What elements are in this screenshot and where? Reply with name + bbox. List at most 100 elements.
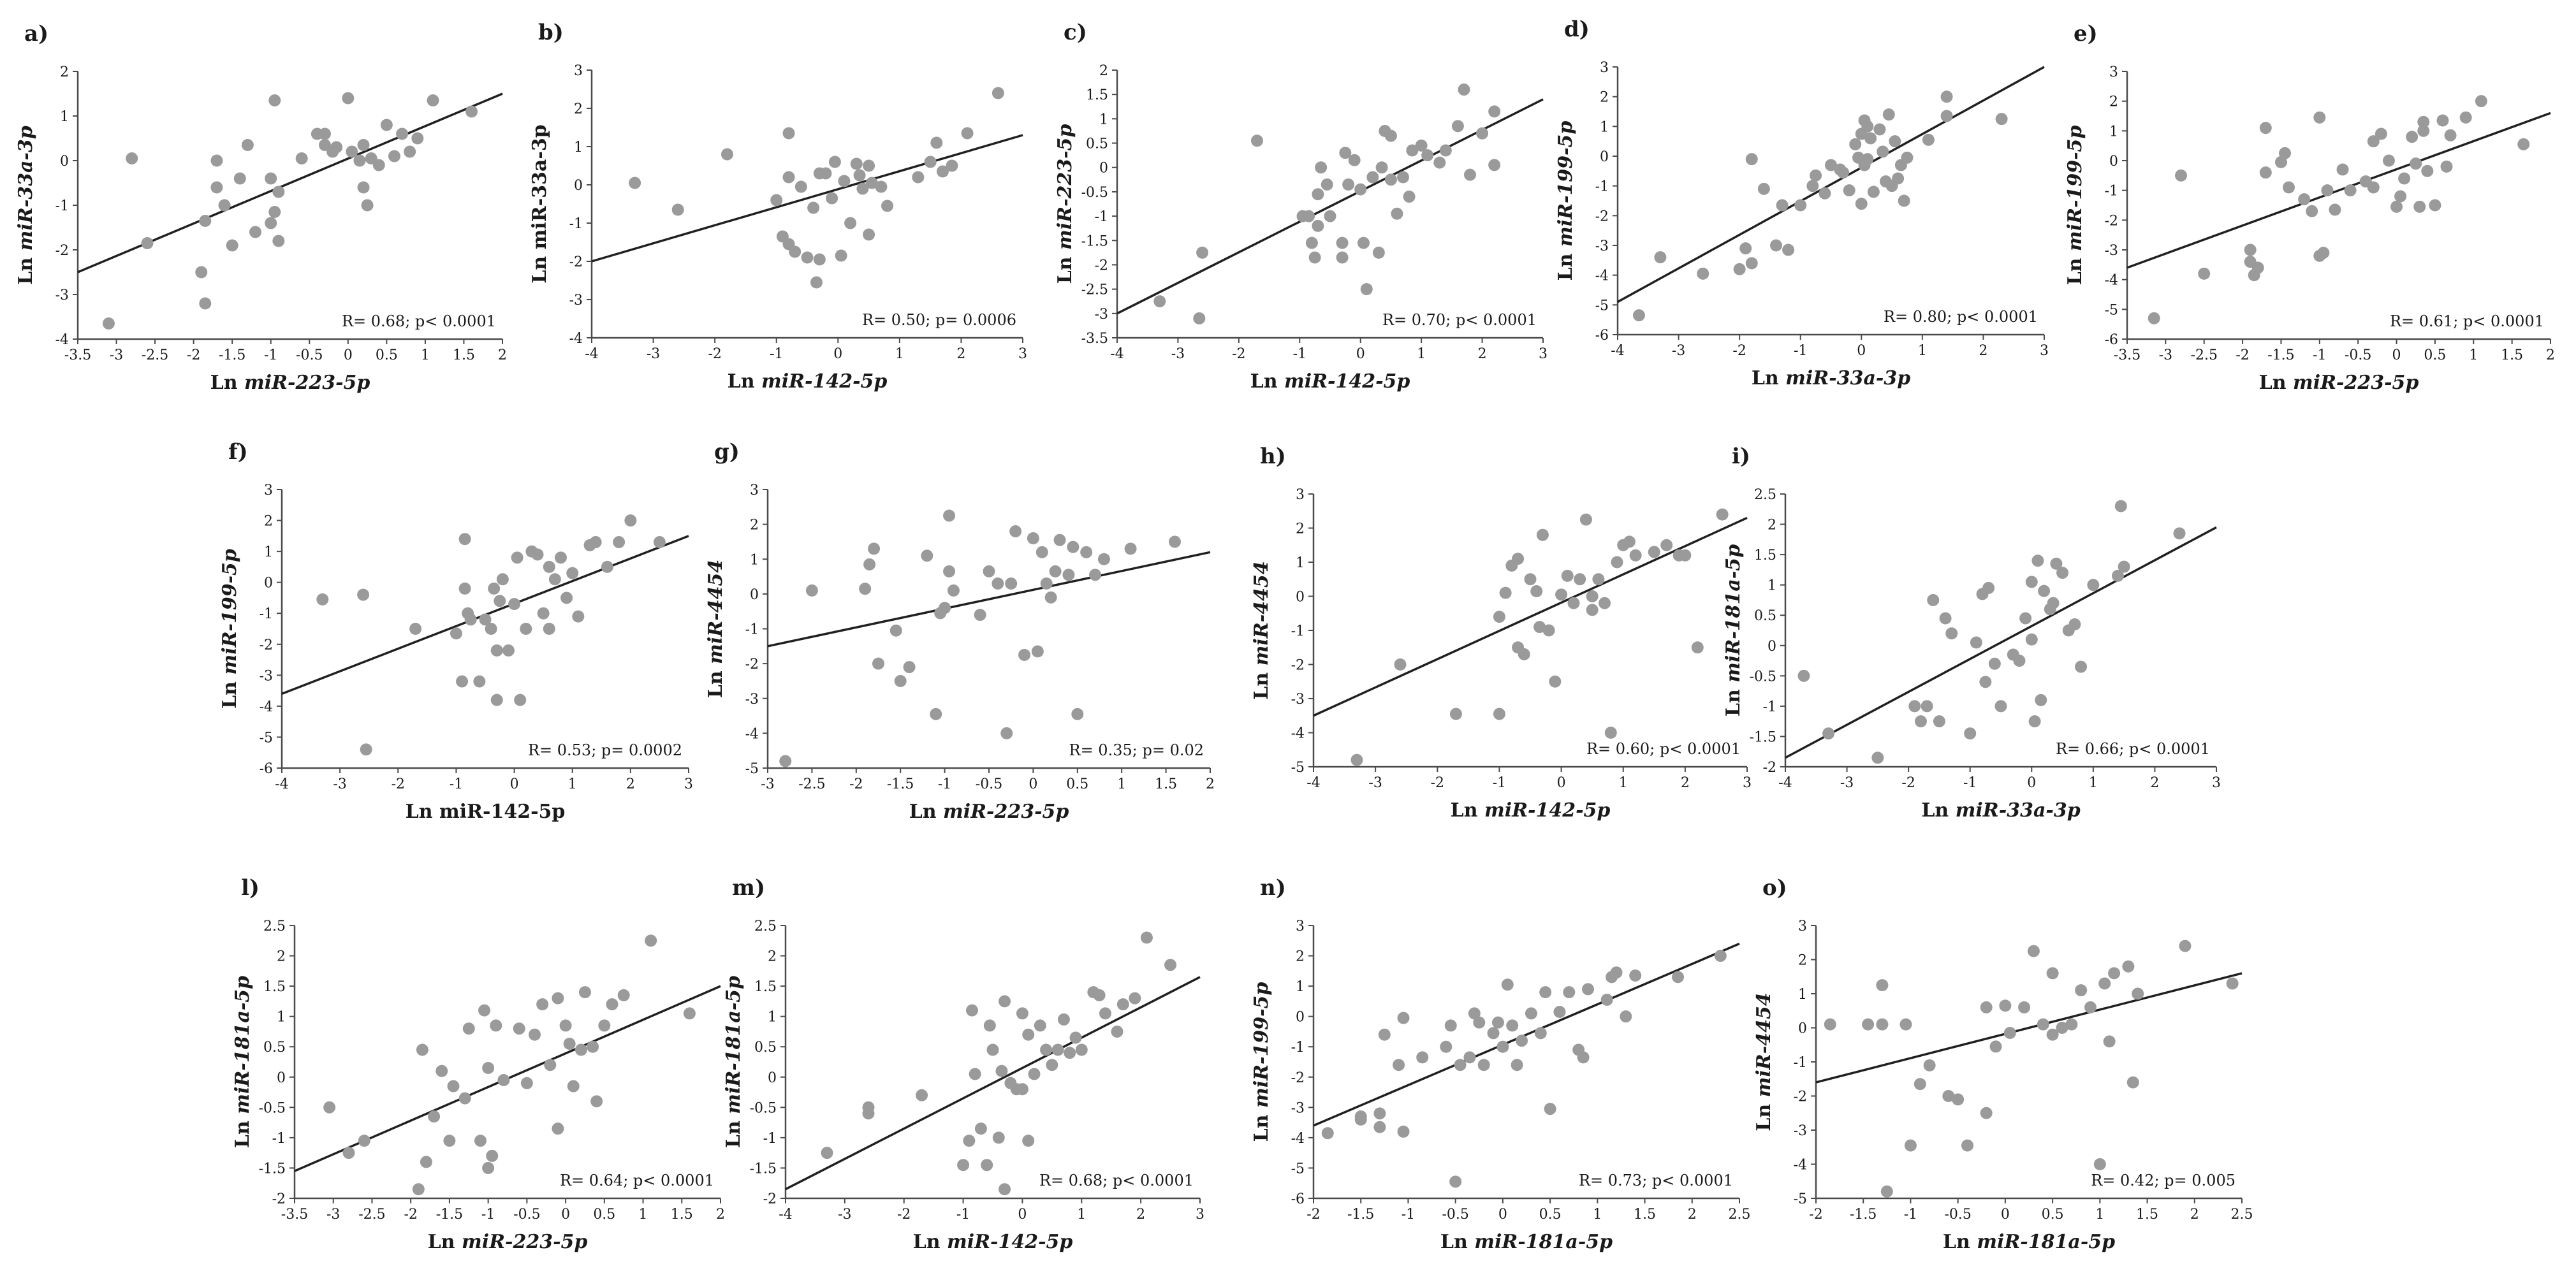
data-point (1053, 534, 1066, 546)
data-point (199, 297, 212, 310)
data-point (1312, 219, 1324, 232)
x-axis-label-part: Ln (1250, 370, 1284, 393)
data-point (1354, 1113, 1367, 1126)
data-point (2444, 129, 2457, 142)
x-tick-label: -2 (1809, 1207, 1822, 1223)
data-point (2313, 111, 2326, 124)
y-tick-label: -5 (1291, 1161, 1305, 1177)
data-point (2306, 205, 2318, 217)
y-tick-label: -1.5 (1750, 729, 1776, 745)
data-point (1153, 295, 1166, 308)
x-tick-label: -1 (264, 347, 277, 363)
data-point (1315, 161, 1328, 174)
data-point (2114, 500, 2127, 512)
data-point (1933, 715, 1945, 728)
y-tick-label: -3 (1095, 307, 1108, 323)
data-point (1321, 178, 1333, 191)
data-point (1089, 569, 1102, 581)
data-point (2047, 597, 2060, 609)
y-tick-label: 2 (277, 949, 286, 965)
data-point (465, 105, 478, 118)
y-tick-label: 1 (750, 552, 759, 568)
data-point (1876, 1018, 1889, 1031)
data-point (1336, 236, 1349, 249)
y-tick-label: 2 (1767, 518, 1776, 534)
data-point (268, 94, 281, 106)
data-point (295, 152, 308, 164)
data-point (2278, 147, 2291, 159)
x-tick-label: 3 (1196, 1207, 1204, 1223)
y-tick-label: -2 (2105, 213, 2118, 229)
data-point (199, 215, 212, 227)
regression-line (1785, 526, 2217, 759)
x-axis-label-part: miR-223-5p (943, 801, 1069, 823)
x-tick-label: -2 (392, 776, 405, 792)
data-point (2046, 1028, 2059, 1041)
x-tick-label: -2 (1431, 775, 1444, 791)
y-axis-label: Ln miR-4454 (1250, 561, 1273, 699)
y-tick-label: -1 (1794, 1055, 1807, 1071)
data-point (1357, 236, 1370, 249)
data-point (1794, 199, 1807, 212)
y-tick-label: 3 (1600, 60, 1609, 76)
x-tick-label: -1 (1794, 343, 1807, 359)
data-point (428, 1110, 441, 1123)
x-tick-label: -1.5 (219, 347, 245, 363)
data-point (1129, 992, 1141, 1005)
data-point (544, 1059, 557, 1071)
data-point (986, 1043, 999, 1056)
data-point (1488, 105, 1501, 118)
y-tick-label: -2 (55, 243, 69, 259)
y-tick-label: 1.5 (1754, 548, 1776, 563)
data-point (1939, 612, 1952, 625)
data-point (1044, 591, 1057, 604)
y-tick-label: -2 (260, 637, 273, 653)
data-point (624, 514, 637, 527)
data-point (819, 167, 832, 180)
data-point (924, 156, 937, 168)
panel-letter: g) (714, 439, 740, 465)
data-point (1629, 969, 1642, 982)
data-point (1567, 597, 1580, 609)
x-tick-label: -1 (1904, 1207, 1917, 1223)
x-axis-label-part: Ln (1921, 799, 1955, 822)
data-point (1312, 188, 1324, 201)
data-point (1196, 246, 1209, 259)
data-point (1062, 569, 1075, 581)
data-point (1797, 669, 1810, 682)
data-point (863, 558, 876, 570)
data-point (1610, 966, 1623, 979)
data-point (2068, 618, 2081, 630)
y-tick-label: 2.5 (754, 919, 777, 934)
data-point (1914, 1078, 1926, 1091)
y-axis-label-part: Ln (1054, 250, 1076, 284)
x-tick-label: 0 (1356, 346, 1365, 362)
data-point (396, 127, 409, 140)
data-point (1586, 604, 1599, 616)
data-point (1904, 1139, 1917, 1152)
data-point (1511, 1059, 1523, 1071)
y-tick-label: 2 (2109, 94, 2118, 110)
y-tick-label: 0 (1099, 161, 1108, 177)
x-axis-label-part: Ln (1943, 1231, 1977, 1253)
data-point (1397, 171, 1410, 184)
data-point (482, 1062, 495, 1075)
y-tick-label: -1 (763, 1131, 777, 1147)
data-point (606, 998, 618, 1011)
data-point (1397, 1012, 1410, 1024)
data-point (1373, 1121, 1386, 1133)
x-tick-label: -2 (404, 1207, 417, 1223)
data-point (1140, 931, 1153, 944)
x-tick-label: 1 (2469, 347, 2478, 363)
data-point (1375, 161, 1388, 174)
y-axis-label-part: miR-4454 (705, 560, 727, 664)
data-point (529, 1028, 541, 1041)
y-tick-label: -4 (1794, 1158, 1807, 1173)
x-tick-label: 2.5 (1729, 1207, 1751, 1223)
data-point (1391, 207, 1403, 220)
data-point (511, 551, 523, 564)
data-point (1579, 513, 1592, 526)
data-point (2459, 111, 2472, 124)
y-tick-label: -1 (272, 1131, 286, 1147)
data-point (1648, 546, 1660, 558)
